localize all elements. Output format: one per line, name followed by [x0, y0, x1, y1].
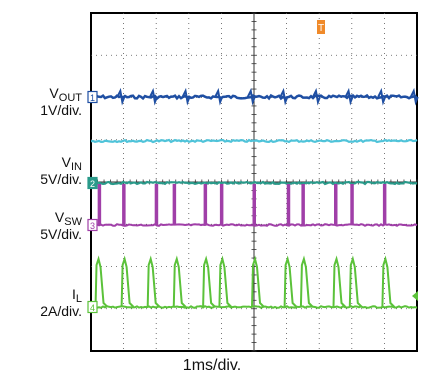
spike — [312, 87, 321, 106]
trace-ch1 — [90, 138, 418, 144]
waveforms — [90, 87, 419, 309]
il-pulse — [94, 255, 109, 308]
sw-pulse — [122, 184, 126, 225]
svg-text:4: 4 — [90, 303, 95, 313]
sw-pulse — [203, 184, 208, 225]
trace-ch2 — [90, 180, 418, 186]
il-pulse — [332, 255, 347, 308]
trace-ch0 — [90, 93, 418, 101]
il-pulse — [251, 255, 265, 308]
trigger-marker: T — [317, 20, 325, 34]
il-pulse — [146, 255, 161, 308]
spike — [214, 87, 224, 106]
il-pulse — [381, 255, 396, 308]
vout-label: VOUT 1V/div. — [40, 85, 82, 118]
sw-pulse — [350, 184, 354, 225]
svg-text:3: 3 — [90, 221, 95, 231]
il-pulse — [120, 255, 135, 308]
x-axis-label: 1ms/div. — [182, 357, 242, 374]
il-label: IL 2A/div. — [40, 286, 82, 319]
svg-text:1: 1 — [90, 93, 95, 103]
offset-arrow-icon — [412, 291, 418, 301]
channel-marker-4: 4 — [87, 300, 98, 314]
spike — [116, 87, 126, 106]
spike — [409, 87, 419, 106]
spike — [344, 87, 354, 106]
sw-pulse — [334, 184, 338, 225]
channel-marker-3: 3 — [87, 218, 98, 232]
spike — [246, 87, 256, 106]
svg-text:T: T — [318, 23, 324, 34]
vsw-label: VSW 5V/div. — [40, 209, 82, 242]
trace-ch4 — [90, 305, 418, 309]
sw-pulse — [252, 184, 256, 225]
il-pulse — [299, 255, 314, 308]
il-pulse — [283, 255, 298, 308]
il-pulse — [348, 255, 363, 308]
spike — [377, 87, 387, 106]
sw-pulse — [97, 184, 102, 225]
spike — [149, 87, 158, 106]
sw-pulse — [382, 184, 387, 225]
sw-pulse — [172, 184, 177, 225]
channel-markers: 1 2 3 4 — [87, 90, 98, 314]
spike — [181, 87, 191, 106]
channel-marker-1: 1 — [87, 90, 98, 104]
il-pulse — [202, 255, 216, 308]
spike — [279, 87, 289, 106]
sw-pulse — [286, 184, 291, 225]
sw-pulse — [219, 184, 224, 225]
svg-text:2: 2 — [90, 179, 95, 189]
trace-ch3 — [90, 223, 418, 228]
sw-pulse — [154, 184, 159, 225]
sw-pulse — [301, 184, 305, 225]
channel-marker-2: 2 — [87, 176, 98, 190]
il-pulse — [172, 255, 187, 308]
vin-label: VIN 5V/div. — [40, 154, 82, 187]
il-pulse — [218, 255, 233, 308]
